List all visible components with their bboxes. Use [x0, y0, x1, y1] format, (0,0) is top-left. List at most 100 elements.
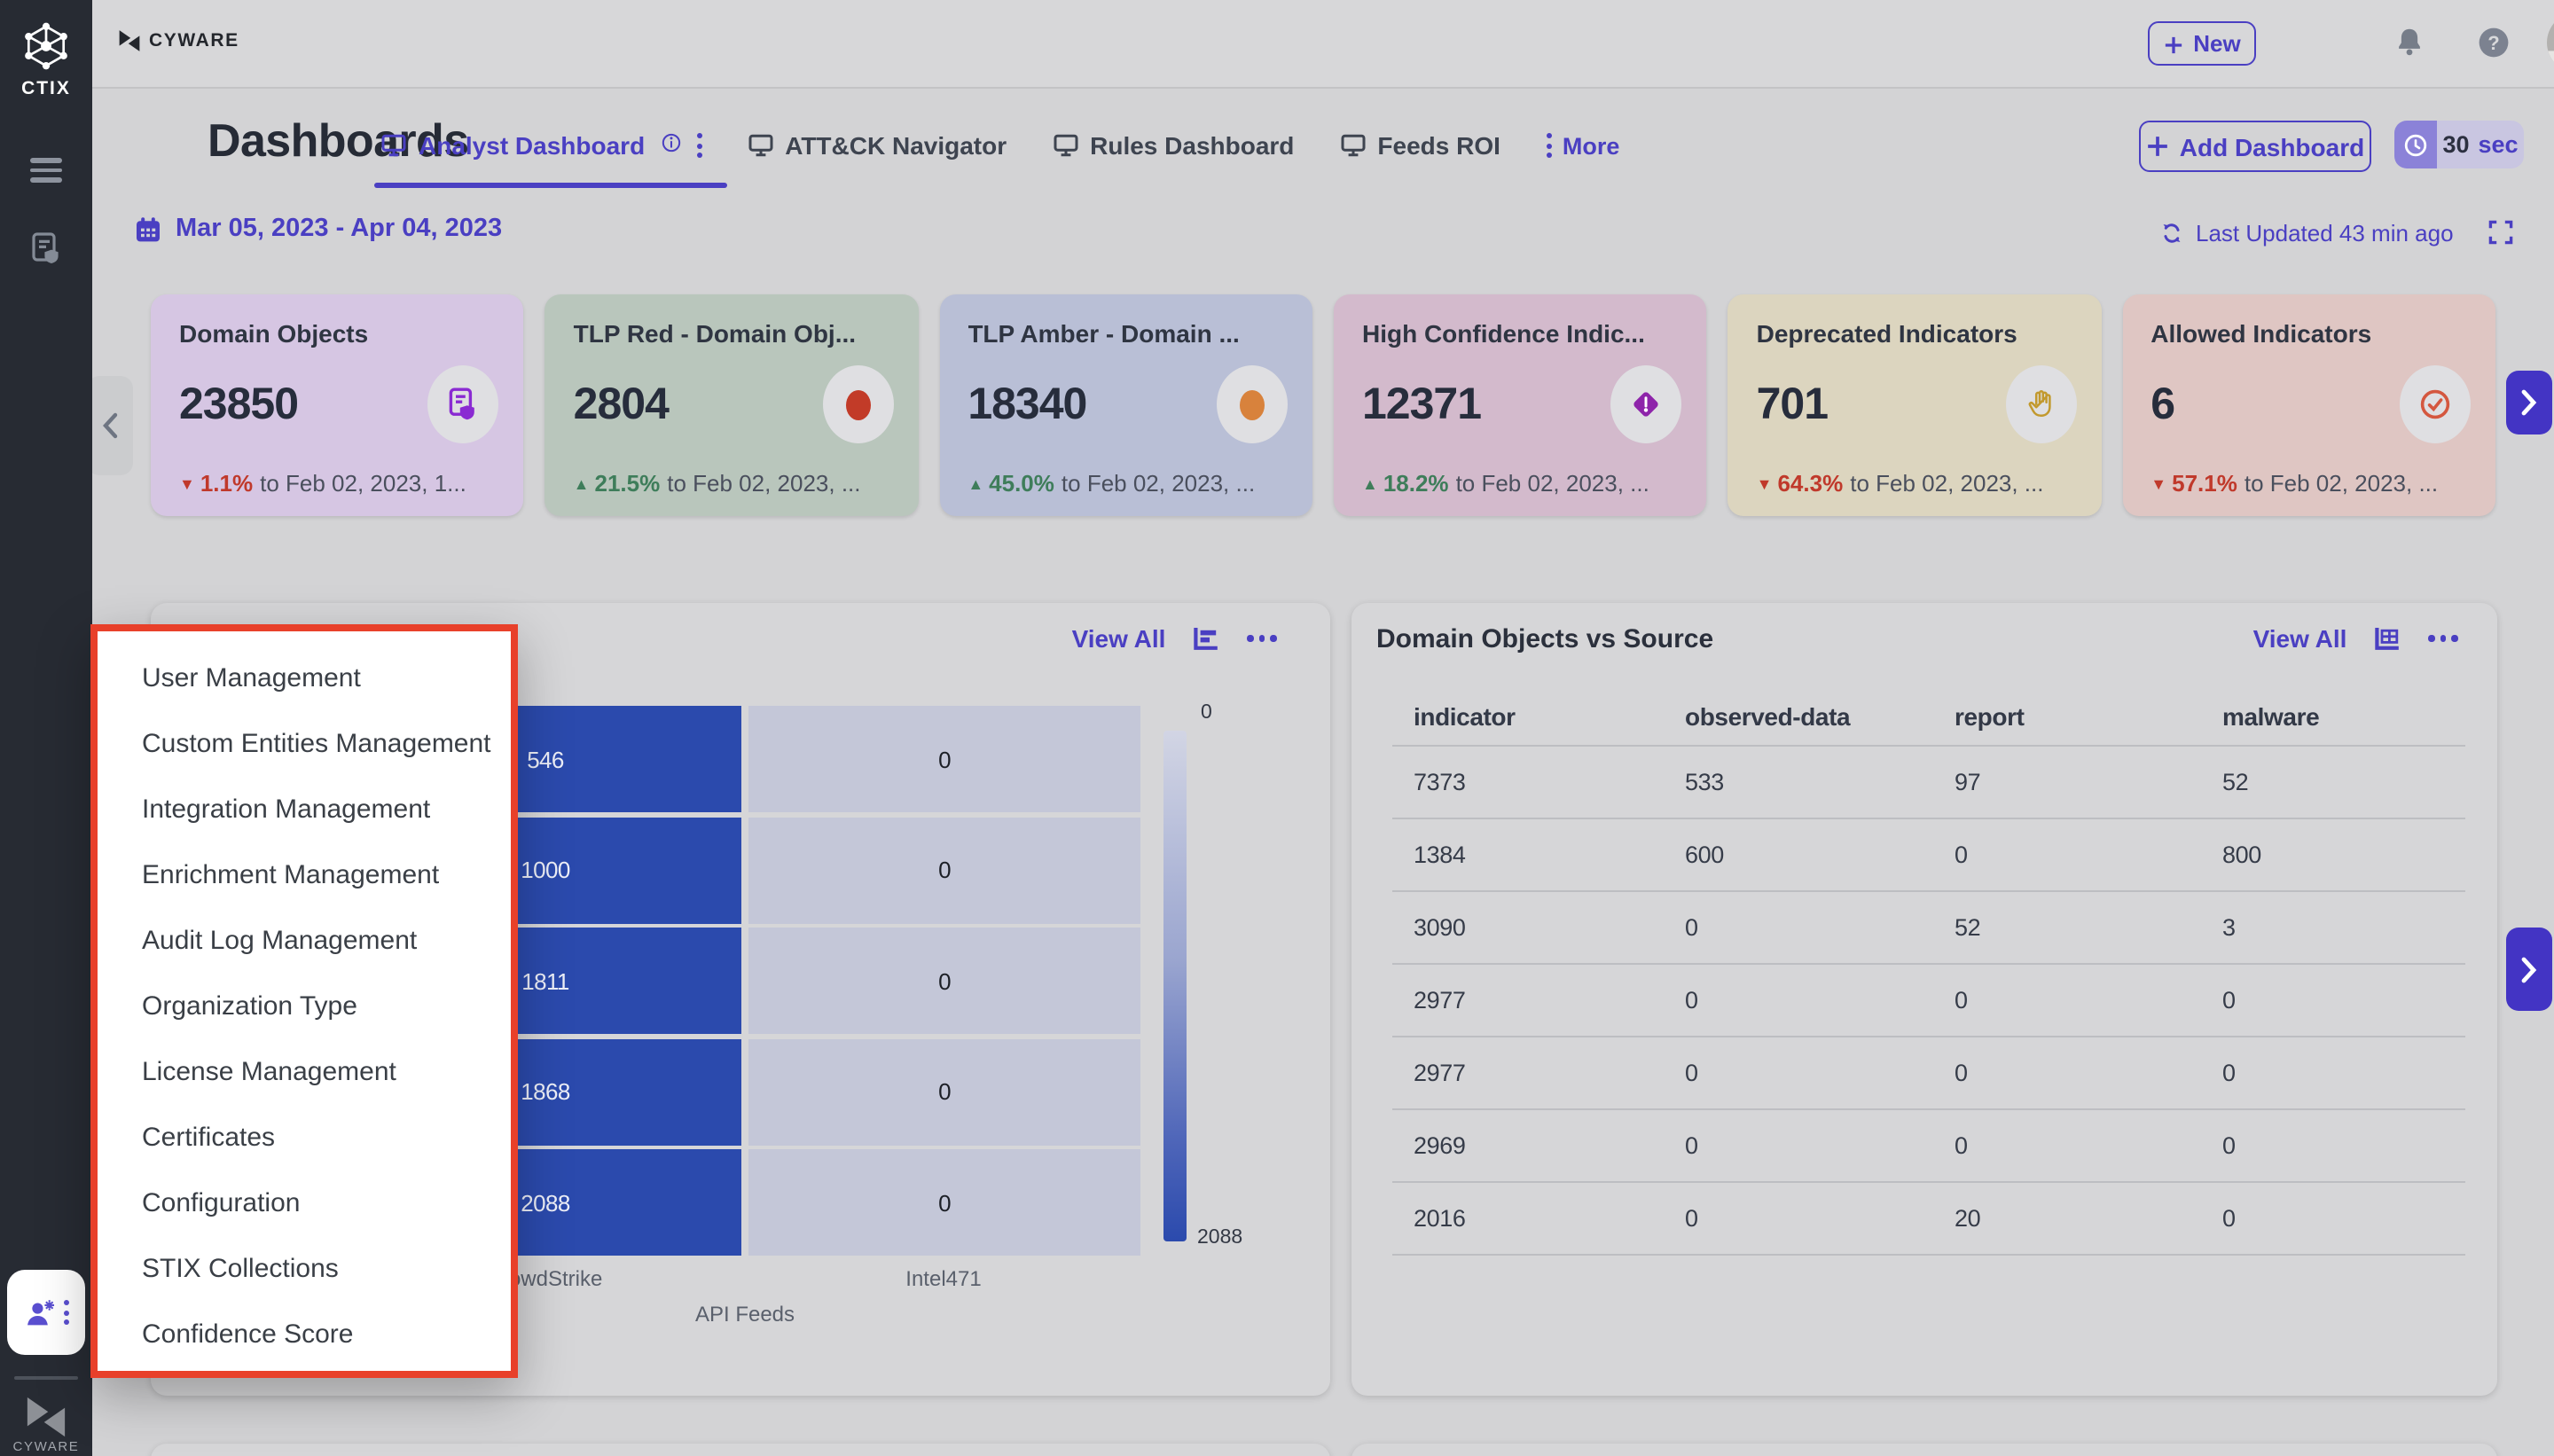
chart-type-icon[interactable]: [2373, 625, 2401, 652]
widget-menu-icon[interactable]: [1247, 635, 1277, 642]
new-button[interactable]: New: [2148, 21, 2256, 66]
cards-scroll-right-button[interactable]: [2506, 371, 2552, 434]
report-shield-icon[interactable]: [28, 231, 64, 266]
heatmap-cell[interactable]: 0: [748, 706, 1140, 812]
delta-suffix: to Feb 02, 2023, 1...: [260, 470, 466, 497]
refresh-seconds: 30: [2442, 131, 2470, 158]
left-sidebar: CTIX: [0, 0, 92, 1456]
monitor-icon: [748, 133, 772, 158]
cyware-x-glyph-icon: [117, 28, 142, 53]
stat-card-high-confidence[interactable]: High Confidence Indic... 12371 ▲ 18.2% t…: [1333, 294, 1707, 516]
stat-card-value: 6: [2151, 380, 2175, 429]
stat-card-value: 701: [1756, 380, 1829, 429]
menu-item-audit-log-management[interactable]: Audit Log Management: [142, 926, 418, 956]
auto-refresh-timer[interactable]: 30 sec: [2394, 121, 2524, 168]
stat-card-tlp-amber[interactable]: TLP Amber - Domain ... 18340 ▲ 45.0% to …: [939, 294, 1312, 516]
menu-item-configuration[interactable]: Configuration: [142, 1188, 301, 1218]
colorbar-max-label: 2088: [1197, 1227, 1243, 1249]
heatmap-cell[interactable]: 0: [748, 928, 1140, 1034]
hamburger-menu-icon[interactable]: [30, 158, 62, 183]
table-header-row: indicator observed-data report malware: [1392, 688, 2465, 745]
tabs-more-button[interactable]: More: [1546, 132, 1619, 159]
stat-card-value: 18340: [968, 380, 1087, 429]
menu-item-user-management[interactable]: User Management: [142, 663, 361, 693]
menu-item-integration-management[interactable]: Integration Management: [142, 795, 431, 825]
monitor-icon: [381, 133, 406, 158]
table-row: 1384 600 0 800: [1392, 818, 2465, 890]
heatmap-cell[interactable]: 0: [748, 1038, 1140, 1145]
svg-text:?: ?: [2487, 32, 2499, 54]
delta-arrow-icon: ▼: [1756, 474, 1773, 492]
menu-item-custom-entities-management[interactable]: Custom Entities Management: [142, 729, 491, 759]
chart-type-icon[interactable]: [1192, 625, 1220, 652]
menu-item-stix-collections[interactable]: STIX Collections: [142, 1254, 339, 1284]
tab-feeds-roi[interactable]: Feeds ROI: [1340, 131, 1500, 160]
colorbar-min-label: 0: [1201, 702, 1212, 724]
fullscreen-icon[interactable]: [2488, 220, 2513, 245]
stat-card-title: Allowed Indicators: [2151, 319, 2372, 348]
cyware-footer-label: CYWARE: [12, 1438, 80, 1454]
view-all-link[interactable]: View All: [2252, 624, 2347, 653]
sidebar-item-administration-active[interactable]: [7, 1270, 85, 1355]
delta-arrow-icon: ▲: [968, 474, 984, 492]
menu-item-license-management[interactable]: License Management: [142, 1057, 396, 1087]
notifications-bell-icon[interactable]: [2394, 27, 2425, 59]
widgets-scroll-right-button[interactable]: [2506, 928, 2552, 1011]
view-all-link[interactable]: View All: [1071, 624, 1166, 653]
widget-menu-icon[interactable]: [2428, 635, 2458, 642]
date-range-text: Mar 05, 2023 - Apr 04, 2023: [176, 215, 503, 243]
calendar-icon: [135, 215, 161, 242]
next-row-panel: [1351, 1444, 2497, 1456]
source-table: indicator observed-data report malware 7…: [1392, 688, 2465, 1256]
column-header: report: [1955, 702, 2025, 731]
help-icon[interactable]: ?: [2478, 27, 2510, 59]
delta-arrow-icon: ▲: [1361, 474, 1378, 492]
info-icon[interactable]: [661, 129, 680, 152]
stat-card-title: Domain Objects: [179, 319, 369, 348]
stat-card-allowed[interactable]: Allowed Indicators 6 ▼ 57.1% to Feb 02, …: [2122, 294, 2495, 516]
last-updated[interactable]: Last Updated 43 min ago: [2160, 220, 2454, 247]
menu-item-organization-type[interactable]: Organization Type: [142, 991, 357, 1022]
user-avatar[interactable]: [2547, 12, 2554, 73]
plus-icon: [2146, 135, 2169, 158]
administration-menu-popup: User Management Custom Entities Manageme…: [90, 624, 518, 1378]
heatmap-cell[interactable]: 0: [748, 817, 1140, 923]
tab-analyst-dashboard[interactable]: Analyst Dashboard: [374, 129, 726, 188]
more-kebab-icon: [1546, 133, 1552, 158]
cards-scroll-left-button[interactable]: [87, 376, 133, 475]
menu-item-confidence-score[interactable]: Confidence Score: [142, 1319, 354, 1350]
tab-rules-dashboard[interactable]: Rules Dashboard: [1053, 131, 1294, 160]
stat-card-value: 2804: [573, 380, 670, 429]
cyware-brand-logo: CYWARE: [117, 28, 239, 53]
add-dashboard-button[interactable]: Add Dashboard: [2139, 121, 2371, 172]
table-row: 2016 0 20 0: [1392, 1181, 2465, 1256]
delta-arrow-icon: ▼: [179, 474, 195, 492]
ctix-cube-logo-icon: [18, 18, 74, 74]
monitor-icon: [1053, 133, 1077, 158]
stat-card-domain-objects[interactable]: Domain Objects 23850 ▼ 1.1% to Feb 02, 2…: [151, 294, 524, 516]
menu-item-enrichment-management[interactable]: Enrichment Management: [142, 860, 440, 890]
heatmap-colorbar[interactable]: [1163, 731, 1187, 1241]
page-title: Dashboards: [208, 114, 469, 167]
stat-cards-row: Domain Objects 23850 ▼ 1.1% to Feb 02, 2…: [151, 294, 2495, 516]
heatmap-cell[interactable]: 0: [748, 1149, 1140, 1256]
admin-kebab-icon: [63, 1300, 68, 1325]
stat-card-tlp-red[interactable]: TLP Red - Domain Obj... 2804 ▲ 21.5% to …: [544, 294, 919, 516]
date-range-picker[interactable]: Mar 05, 2023 - Apr 04, 2023: [135, 215, 502, 243]
delta-suffix: to Feb 02, 2023, ...: [667, 470, 861, 497]
red-circle-icon: [822, 365, 894, 443]
delta-value: ▼ 64.3%: [1756, 470, 1844, 497]
tab-attck-navigator[interactable]: ATT&CK Navigator: [748, 131, 1007, 160]
tab-kebab-icon[interactable]: [696, 133, 702, 158]
delta-suffix: to Feb 02, 2023, ...: [1850, 470, 2044, 497]
next-row-panel: [151, 1444, 1330, 1456]
column-header: observed-data: [1685, 702, 1851, 731]
plus-icon: [2163, 34, 2182, 54]
menu-item-certificates[interactable]: Certificates: [142, 1123, 276, 1153]
stat-card-deprecated[interactable]: Deprecated Indicators 701 ▼ 64.3% to Feb…: [1727, 294, 2102, 516]
dashboard-tabs: Analyst Dashboard ATT&CK Navigator: [374, 129, 1619, 188]
stat-card-title: TLP Red - Domain Obj...: [573, 319, 857, 348]
